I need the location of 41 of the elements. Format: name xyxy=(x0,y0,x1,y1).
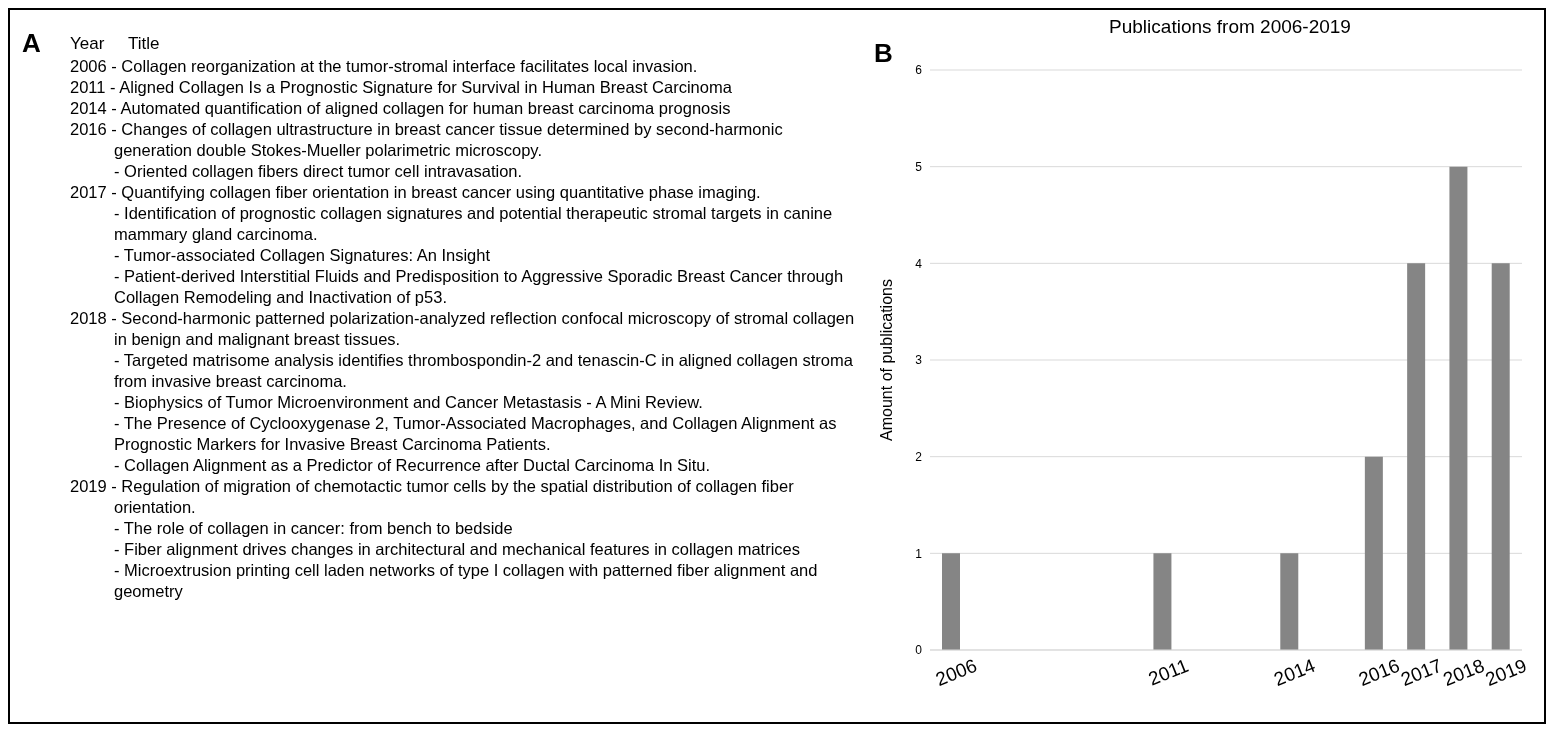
text: - Tumor-associated Collagen Signatures: An Insight xyxy=(113,245,492,266)
text: - The Presence of Cyclooxygenase 2, Tumor-Associated Macrophages, and Collagen Alignment as Prognostic Markers for Invasive Breast Carcinoma Patients. xyxy=(113,413,838,455)
x-tick-label: 2011 xyxy=(1145,654,1192,690)
text: - Collagen Alignment as a Predictor of Recurrence after Ductal Carcinoma In Situ. xyxy=(113,455,712,476)
text: - Patient-derived Interstitial Fluids and Predisposition to Aggressive Sporadic Breast Cancer through Collagen Remodeling and Inactivation of p53. xyxy=(113,266,845,308)
y-tick-label: 5 xyxy=(915,159,923,174)
text: - Biophysics of Tumor Microenvironment and Cancer Metastasis - A Mini Review. xyxy=(113,392,704,413)
text: 2017 - Quantifying collagen fiber orientation in breast cancer using quantitative phase imaging. xyxy=(70,182,762,203)
text: 2016 - Changes of collagen ultrastructure in breast cancer tissue determined by second-harmonic generation double Stokes-Mueller polarimetric microscopy. xyxy=(70,119,784,161)
text: 2018 - Second-harmonic patterned polarization-analyzed reflection confocal microscopy of stromal collagen in benign and malignant breast tissues. xyxy=(70,308,856,350)
y-tick-label: 0 xyxy=(915,643,923,658)
text: - Fiber alignment drives changes in architectural and mechanical features in collagen matrices xyxy=(113,539,801,560)
bar xyxy=(1280,553,1299,650)
x-tick-label: 2014 xyxy=(1271,654,1319,690)
text: 2019 - Regulation of migration of chemotactic tumor cells by the spatial distribution of collagen fiber orientation. xyxy=(70,476,795,518)
text: Year xyxy=(70,34,106,54)
x-tick-label: 2006 xyxy=(932,654,980,690)
y-tick-label: 6 xyxy=(915,63,923,78)
text: 2006 - Collagen reorganization at the tumor-stromal interface facilitates local invasion. xyxy=(70,56,699,77)
bar xyxy=(942,553,960,650)
bar xyxy=(1491,263,1510,650)
text: - Targeted matrisome analysis identifies thrombospondin-2 and tenascin-C in aligned collagen stroma from invasive breast carcinoma. xyxy=(113,350,854,392)
y-tick-label: 3 xyxy=(915,353,923,368)
y-tick-label: 4 xyxy=(915,256,923,271)
text: A xyxy=(22,28,41,59)
text: B xyxy=(874,38,893,69)
bar xyxy=(1153,553,1172,650)
y-axis-title: Amount of publications xyxy=(877,279,895,441)
text: 2011 - Aligned Collagen Is a Prognostic Signature for Survival in Human Breast Carcinoma xyxy=(70,77,733,98)
text: - The role of collagen in cancer: from bench to bedside xyxy=(113,518,514,539)
chart-title: Publications from 2006-2019 xyxy=(1108,16,1352,38)
text: - Microextrusion printing cell laden networks of type I collagen with patterned fiber alignment and geometry xyxy=(113,560,819,602)
text: - Oriented collagen fibers direct tumor cell intravasation. xyxy=(113,161,524,182)
text: Title xyxy=(128,34,160,54)
text: 2014 - Automated quantification of aligned collagen for human breast carcinoma prognosis xyxy=(70,98,732,119)
text: - Identification of prognostic collagen signatures and potential therapeutic stromal targets in canine mammary gland carcinoma. xyxy=(113,203,834,245)
y-tick-label: 1 xyxy=(915,546,923,561)
bar xyxy=(1364,456,1383,650)
bar xyxy=(1407,263,1426,650)
bar xyxy=(1449,166,1468,650)
y-tick-label: 2 xyxy=(915,449,923,464)
